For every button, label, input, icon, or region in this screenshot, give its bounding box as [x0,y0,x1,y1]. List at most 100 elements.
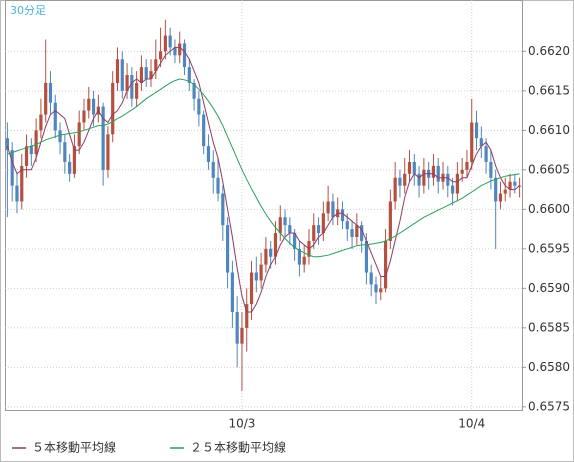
plot-area [5,0,523,411]
y-tick-label: 0.6585 [528,320,570,334]
candle-body [168,35,172,48]
candle-body [479,138,483,147]
x-tick-label: 10/3 [228,417,255,431]
y-tick-label: 0.6595 [528,241,570,255]
y-tick-label: 0.6600 [528,202,570,216]
candle-body [350,229,354,237]
candle-body [192,82,196,99]
y-tick-label: 0.6590 [528,281,570,295]
candle-body [360,225,364,241]
candle-body [245,304,249,328]
ma-line [6,46,520,313]
candle-body [135,82,139,99]
candle-body [312,225,316,241]
candle-body [5,138,9,151]
candle-body [115,59,120,83]
candle-body [465,161,469,170]
candle-body [345,221,349,230]
candle-body [297,248,302,265]
candle-body [383,240,388,289]
candle-body [34,130,38,155]
y-tick-label: 0.6610 [528,123,570,137]
candle-body [269,248,273,257]
candle-body [77,122,81,147]
candle-body [173,47,177,56]
candle-body [101,106,105,170]
candle-body [450,185,455,194]
candle-body [29,146,33,155]
candle-body [489,161,493,178]
candle-body [494,177,498,202]
candle-body [374,284,378,293]
y-tick-label: 0.6580 [528,360,570,374]
candle-body [206,146,211,162]
candle-body [264,248,268,265]
candle-body [503,189,507,194]
candle-body [197,98,201,115]
candle-body [273,233,278,257]
candle-body [158,51,163,60]
candle-body [39,114,43,131]
candle-body [403,173,407,186]
candle-body [125,75,129,91]
candle-body [508,181,512,190]
candle-body [331,201,335,218]
candle-body [63,142,67,162]
candle-body [154,59,158,72]
candle-body [364,240,369,273]
candle-body [111,82,115,135]
candle-body [130,75,134,99]
candle-body [202,114,206,147]
y-tick-label: 0.6620 [528,44,570,58]
candle-body [149,71,153,79]
candle-body [326,201,330,214]
candle-body [254,272,258,281]
candle-body [163,35,167,52]
y-tick-label: 0.6605 [528,162,570,176]
candle-body [106,134,110,170]
candle-body [321,213,325,234]
candle-body [474,122,479,139]
candle-body [72,146,77,174]
candle-body [53,102,57,131]
candle-body [283,217,287,226]
candle-body [431,165,436,178]
candle-body [44,82,48,115]
candle-body [91,98,96,115]
candle-body [302,256,306,265]
candle-body [178,43,182,56]
candle-body [240,327,244,344]
y-tick-label: 0.6615 [528,83,570,97]
candle-body [455,173,459,194]
candle-body [398,177,402,186]
candle-body [182,43,187,68]
candle-body [484,146,488,162]
candle-body [369,272,373,285]
legend-label: ５本移動平均線 [32,440,116,455]
candle-body [235,312,239,344]
candle-body [187,67,191,83]
candle-body [293,233,297,249]
candle-body [407,161,412,174]
candle-body [278,217,282,234]
candle-body [87,98,91,111]
candle-body [412,161,416,174]
candle-body [470,122,474,162]
candle-body [216,177,220,194]
y-tick-label: 0.6575 [528,399,570,413]
candle-body [68,161,72,174]
candle-body [288,225,292,234]
candle-body [259,264,263,281]
candle-body [10,150,14,186]
candle-body [225,225,230,273]
candle-body [393,177,397,202]
candle-body [460,169,464,174]
candle-body [230,272,234,313]
candle-body [82,110,86,123]
candle-body [144,67,148,79]
candle-body [422,169,426,186]
candle-body [48,82,53,103]
legend-label: ２５本移動平均線 [190,440,286,455]
candle-body [340,209,345,222]
